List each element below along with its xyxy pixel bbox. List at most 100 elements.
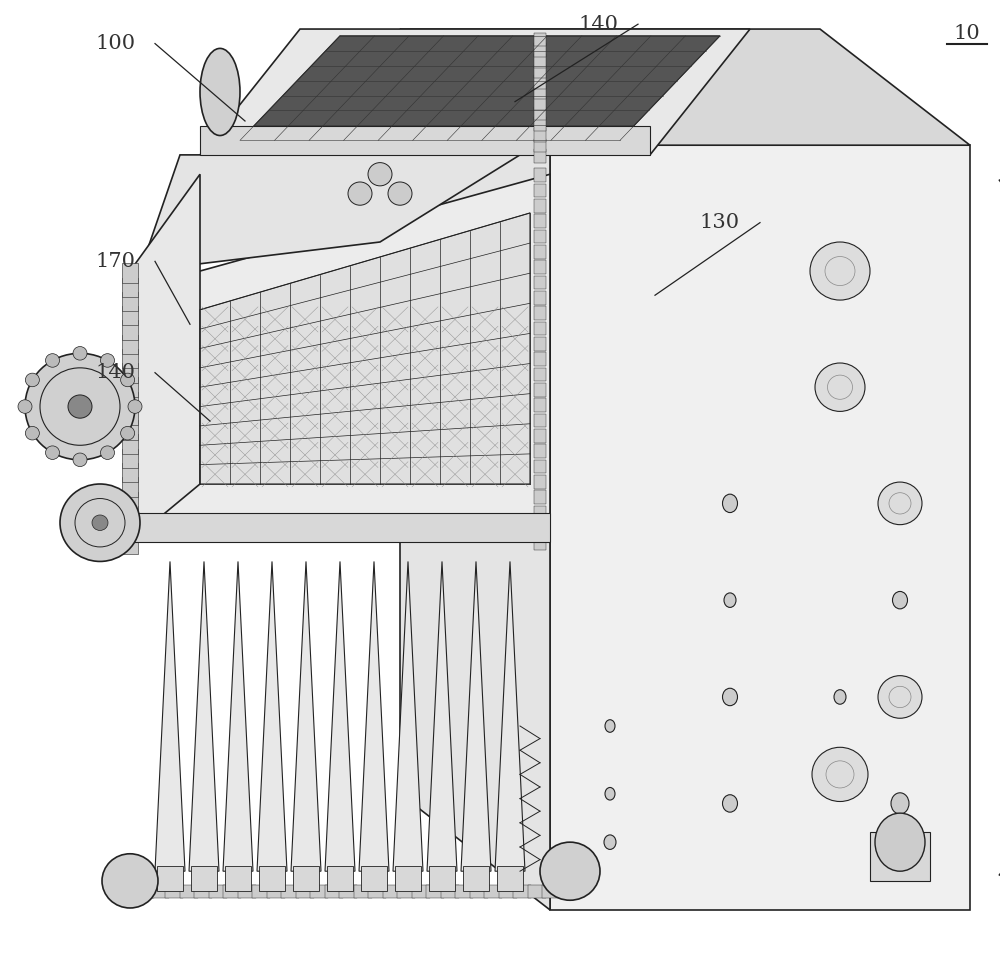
Ellipse shape: [200, 48, 240, 136]
Bar: [122, 392, 138, 411]
Circle shape: [18, 400, 32, 413]
Bar: [534, 96, 546, 109]
Circle shape: [73, 453, 87, 467]
Bar: [395, 866, 421, 891]
Polygon shape: [427, 561, 457, 871]
Bar: [194, 885, 212, 898]
Polygon shape: [461, 561, 491, 871]
Circle shape: [878, 676, 922, 718]
Bar: [534, 168, 546, 182]
Polygon shape: [550, 145, 970, 910]
Bar: [122, 449, 138, 469]
Ellipse shape: [605, 788, 615, 800]
Bar: [122, 463, 138, 482]
Bar: [534, 65, 546, 78]
Circle shape: [25, 427, 39, 439]
Bar: [122, 306, 138, 325]
Bar: [534, 106, 546, 120]
Circle shape: [45, 446, 59, 460]
Bar: [870, 832, 930, 881]
Bar: [122, 534, 138, 554]
Bar: [397, 885, 415, 898]
Bar: [325, 885, 343, 898]
Bar: [534, 352, 546, 366]
Ellipse shape: [722, 688, 738, 706]
Bar: [130, 513, 550, 542]
Text: 10: 10: [954, 24, 980, 44]
Bar: [122, 335, 138, 354]
Text: 100: 100: [95, 34, 135, 53]
Ellipse shape: [724, 592, 736, 608]
Bar: [122, 477, 138, 497]
Ellipse shape: [604, 834, 616, 850]
Bar: [534, 475, 546, 489]
Bar: [463, 866, 489, 891]
Bar: [122, 348, 138, 368]
Ellipse shape: [605, 719, 615, 732]
Ellipse shape: [829, 761, 851, 788]
Polygon shape: [240, 36, 720, 140]
Polygon shape: [291, 561, 321, 871]
Bar: [484, 885, 502, 898]
Polygon shape: [325, 561, 355, 871]
Bar: [513, 885, 531, 898]
Bar: [122, 435, 138, 454]
Bar: [499, 885, 517, 898]
Circle shape: [25, 374, 39, 386]
Bar: [534, 138, 546, 152]
Circle shape: [815, 363, 865, 411]
Bar: [412, 885, 430, 898]
Circle shape: [388, 182, 412, 205]
Bar: [441, 885, 459, 898]
Polygon shape: [223, 561, 253, 871]
Bar: [534, 413, 546, 427]
Bar: [534, 86, 546, 100]
Bar: [191, 866, 217, 891]
Bar: [426, 885, 444, 898]
Bar: [122, 320, 138, 340]
Ellipse shape: [891, 686, 909, 708]
Bar: [238, 885, 256, 898]
Text: 140: 140: [95, 363, 135, 382]
Bar: [151, 885, 169, 898]
Bar: [122, 263, 138, 283]
Bar: [534, 460, 546, 473]
Bar: [122, 420, 138, 439]
Bar: [122, 885, 140, 898]
Circle shape: [68, 395, 92, 418]
Ellipse shape: [891, 493, 909, 514]
Bar: [310, 885, 328, 898]
Polygon shape: [155, 561, 185, 871]
Bar: [534, 337, 546, 350]
Ellipse shape: [722, 494, 738, 513]
Bar: [534, 117, 546, 131]
Circle shape: [540, 842, 600, 900]
Bar: [354, 885, 372, 898]
Circle shape: [121, 427, 135, 439]
Bar: [455, 885, 473, 898]
Circle shape: [46, 353, 60, 367]
Polygon shape: [359, 561, 389, 871]
Bar: [534, 149, 546, 163]
Bar: [122, 291, 138, 311]
Bar: [122, 278, 138, 297]
Bar: [534, 76, 546, 89]
Bar: [267, 885, 285, 898]
Bar: [136, 885, 154, 898]
Circle shape: [348, 182, 372, 205]
Polygon shape: [130, 174, 550, 542]
Polygon shape: [200, 29, 750, 155]
Bar: [122, 492, 138, 511]
Circle shape: [60, 484, 140, 561]
Polygon shape: [130, 174, 200, 542]
Bar: [534, 291, 546, 305]
Text: 130: 130: [700, 213, 740, 232]
Bar: [534, 276, 546, 289]
Circle shape: [810, 242, 870, 300]
Bar: [368, 885, 386, 898]
Bar: [534, 199, 546, 213]
Bar: [122, 378, 138, 397]
Polygon shape: [400, 29, 550, 910]
Polygon shape: [400, 29, 970, 145]
Ellipse shape: [831, 377, 849, 398]
